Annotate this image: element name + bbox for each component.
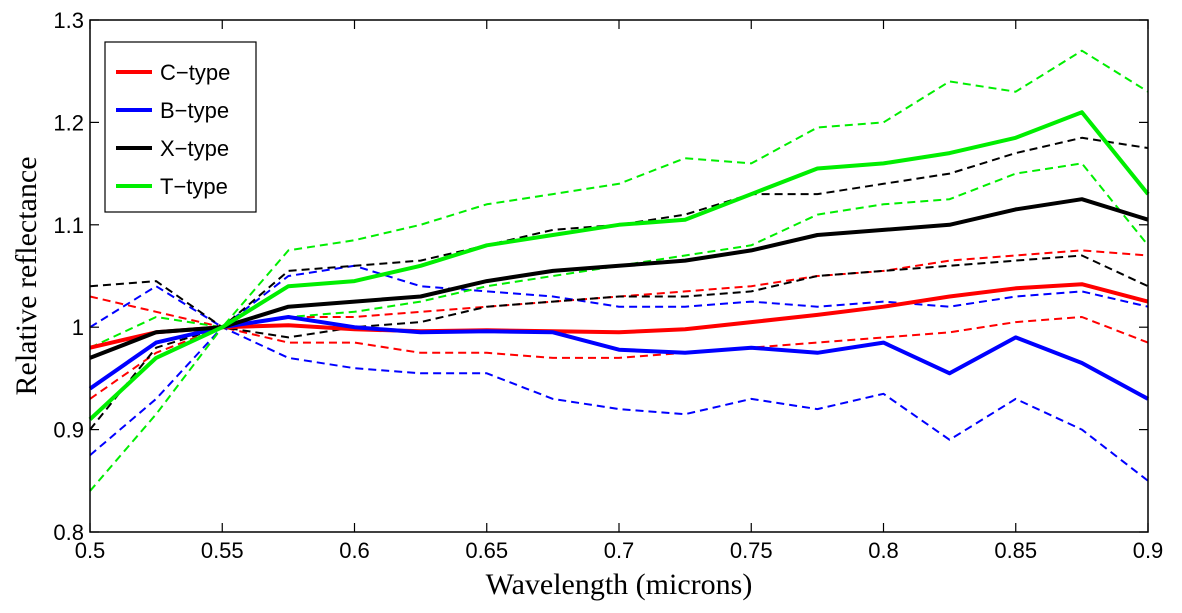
x-tick-label: 0.55 [201, 538, 244, 563]
y-tick-label: 0.9 [53, 418, 84, 443]
legend-label: T−type [160, 174, 228, 199]
series-0-solid-line [89, 282, 1149, 350]
series-9-dashed-line [89, 254, 1149, 431]
y-tick-label: 1.1 [53, 213, 84, 238]
x-tick-label: 0.7 [604, 538, 635, 563]
legend-label: C−type [160, 60, 230, 85]
y-tick-label: 1.3 [53, 8, 84, 33]
ticks-layer: 0.5 0.55 0.6 0.65 0.7 0.75 0.8 0.85 0.9 0.8 0.9 1 1.… [53, 8, 1163, 563]
legend-label: B−type [160, 98, 229, 123]
x-tick-label: 0.5 [75, 538, 106, 563]
y-axis-title: Relative reflectance [10, 156, 43, 395]
series-5-dashed-line [89, 316, 1149, 400]
x-tick-label: 0.8 [868, 538, 899, 563]
plot-area [90, 20, 1148, 532]
series-6-dashed-line [89, 264, 1149, 329]
legend: C−type B−type X−type T−type [104, 41, 257, 213]
series-3-solid-line [88, 110, 1150, 421]
series-7-dashed-line [89, 326, 1149, 482]
series-2-solid-line [89, 197, 1149, 360]
legend-label: X−type [160, 136, 229, 161]
x-axis-title: Wavelength (microns) [486, 568, 753, 601]
series-10-dashed-line [89, 49, 1149, 349]
y-tick-label: 1.2 [53, 110, 84, 135]
x-tick-label: 0.9 [1133, 538, 1164, 563]
x-tick-label: 0.6 [339, 538, 370, 563]
series-1-solid-line [88, 315, 1149, 401]
x-tick-label: 0.85 [994, 538, 1037, 563]
y-tick-label: 1 [72, 315, 84, 340]
series-layer [88, 49, 1150, 492]
x-tick-label: 0.65 [465, 538, 508, 563]
y-tick-label: 0.8 [53, 520, 84, 545]
x-tick-label: 0.75 [730, 538, 773, 563]
series-8-dashed-line [89, 136, 1149, 329]
